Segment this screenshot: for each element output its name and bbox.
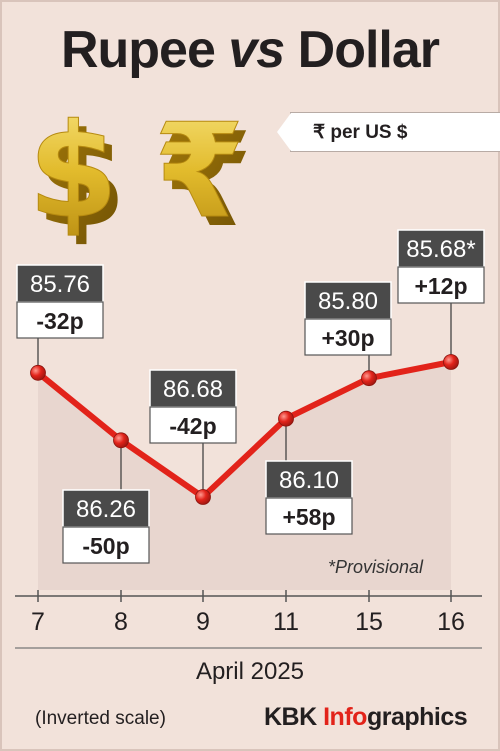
rate-label-box (149, 369, 237, 408)
rate-label: 85.68* (406, 236, 475, 263)
page-title: Rupee vs Dollar (60, 21, 440, 79)
svg-text:₹: ₹ (162, 104, 252, 256)
x-tick-label: 8 (114, 608, 128, 636)
rate-label: 86.10 (279, 467, 339, 494)
data-point (278, 410, 294, 427)
change-label-box (397, 266, 485, 304)
data-point (443, 354, 459, 370)
unit-label: ₹ per US $ (277, 112, 500, 152)
x-tick-label: 11 (273, 608, 299, 636)
data-label-15: 85.80 +30p (304, 281, 392, 356)
change-label-box (16, 301, 104, 339)
rate-label: 85.80 (318, 288, 378, 315)
data-label-16: 85.68* +12p (397, 229, 485, 304)
svg-text:$: $ (36, 104, 126, 256)
change-label: -50p (82, 533, 129, 559)
change-label-box (149, 406, 237, 444)
x-tick-label: 15 (355, 608, 383, 636)
data-point (361, 370, 377, 387)
data-label-9: 86.68 -42p (149, 369, 237, 444)
rate-label: 86.68 (163, 376, 223, 403)
change-label: +58p (282, 504, 335, 530)
series-line (35, 359, 454, 500)
data-label-7: 85.76 -32p (16, 264, 104, 339)
data-markers (30, 354, 459, 505)
svg-text:₹: ₹ (154, 95, 244, 247)
data-label-11: 86.10 +58p (265, 460, 353, 535)
x-tick-label: 7 (31, 608, 45, 636)
rate-label-box (304, 281, 392, 320)
rate-label-box (62, 489, 150, 528)
scale-note: (Inverted scale) (35, 708, 166, 729)
x-tick-label: 9 (196, 608, 210, 636)
rupee-sign-icon: ₹ ₹ (154, 95, 253, 257)
data-point (30, 364, 46, 381)
rate-label-box (397, 229, 485, 268)
rate-label: 85.76 (30, 271, 90, 298)
data-labels: 85.76 -32p 86.26 -50p 86.68 -42p 86.10 +58p 85.8… (16, 229, 485, 564)
rate-label: 86.26 (76, 496, 136, 523)
x-axis-ticks: 7 8 9 11 15 16 (31, 590, 465, 636)
x-tick-label: 16 (437, 608, 465, 636)
rate-label-box (16, 264, 104, 303)
svg-text:$: $ (28, 95, 118, 247)
data-label-8: 86.26 -50p (62, 489, 150, 564)
provisional-footnote: *Provisional (328, 557, 424, 577)
change-label-box (304, 318, 392, 356)
data-point (113, 432, 129, 449)
change-label: +30p (321, 325, 374, 351)
label-leader-lines (37, 303, 452, 497)
change-label: -42p (169, 413, 216, 439)
data-point (195, 489, 211, 505)
brand-credit: KBK Infographics (264, 703, 468, 731)
change-label-box (62, 526, 150, 564)
change-label: +12p (414, 273, 467, 299)
dollar-sign-icon: $ $ (28, 95, 127, 257)
change-label: -32p (36, 308, 83, 334)
period-label: April 2025 (195, 658, 305, 685)
change-label-box (265, 497, 353, 535)
